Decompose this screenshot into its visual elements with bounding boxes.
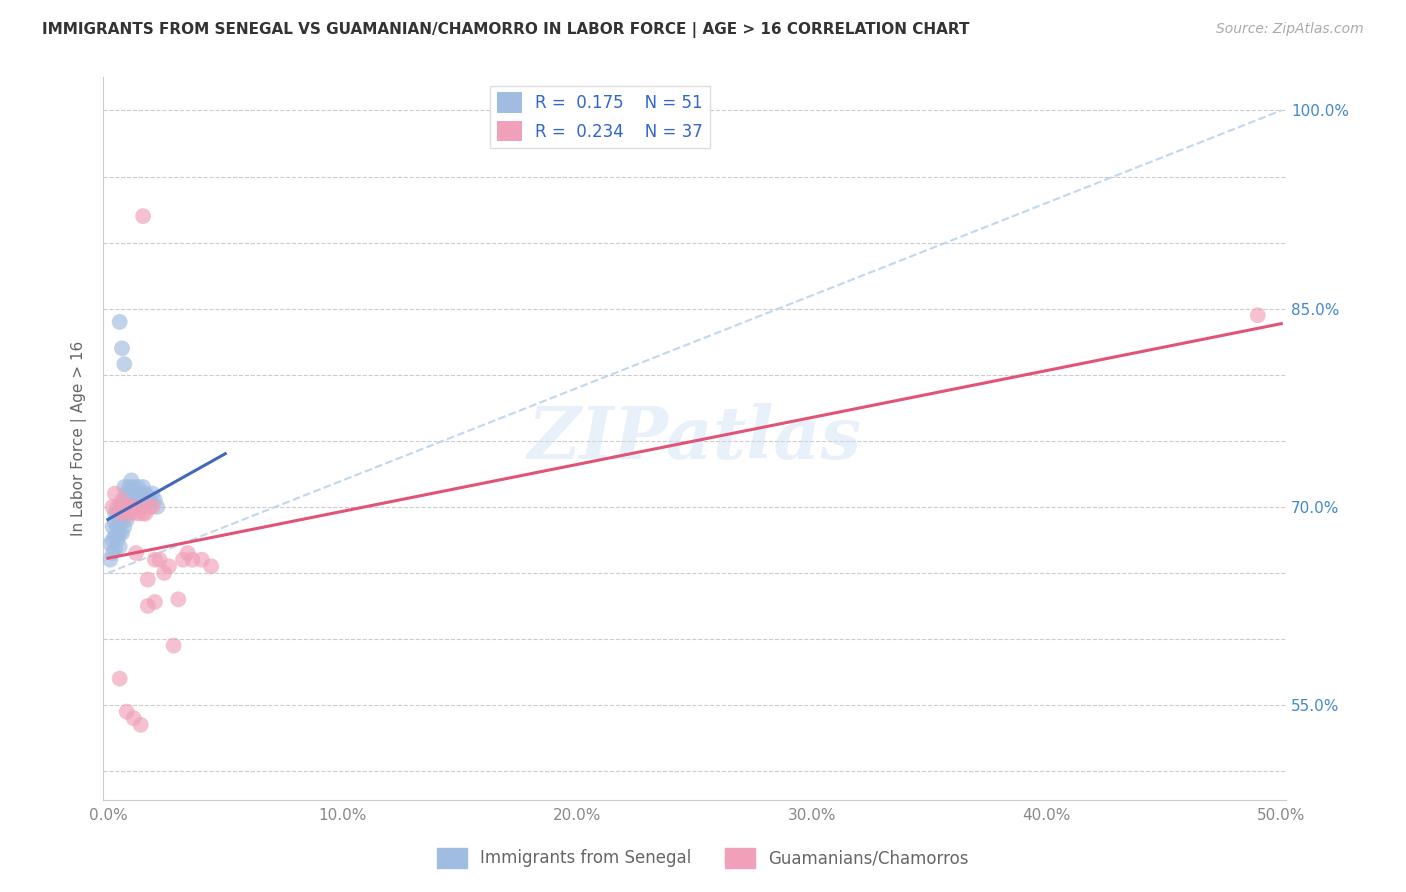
Point	[136, 599, 159, 613]
Point	[129, 486, 152, 500]
Point	[115, 500, 138, 514]
Point	[101, 533, 124, 547]
Point	[104, 486, 127, 500]
Text: ZIPatlas: ZIPatlas	[527, 403, 862, 475]
Point	[104, 529, 127, 543]
Point	[1247, 308, 1270, 322]
Point	[118, 480, 141, 494]
Point	[125, 486, 148, 500]
Point	[105, 519, 128, 533]
Point	[105, 507, 128, 521]
Point	[146, 500, 169, 514]
Point	[118, 500, 141, 514]
Point	[105, 500, 128, 514]
Point	[112, 519, 135, 533]
Point	[112, 493, 135, 508]
Text: Source: ZipAtlas.com: Source: ZipAtlas.com	[1216, 22, 1364, 37]
Point	[108, 315, 131, 329]
Point	[141, 486, 163, 500]
Point	[132, 480, 155, 494]
Point	[139, 493, 162, 508]
Point	[141, 500, 163, 514]
Point	[118, 493, 141, 508]
Point	[101, 500, 124, 514]
Point	[98, 552, 121, 566]
Point	[191, 552, 214, 566]
Point	[153, 566, 176, 580]
Point	[167, 592, 190, 607]
Y-axis label: In Labor Force | Age > 16: In Labor Force | Age > 16	[72, 341, 87, 536]
Point	[122, 711, 145, 725]
Point	[108, 526, 131, 541]
Point	[125, 546, 148, 560]
Point	[120, 500, 142, 514]
Point	[176, 546, 198, 560]
Point	[136, 489, 159, 503]
Point	[101, 546, 124, 560]
Point	[134, 507, 156, 521]
Point	[127, 507, 149, 521]
Point	[115, 507, 138, 521]
Point	[112, 507, 135, 521]
Point	[108, 507, 131, 521]
Point	[148, 552, 170, 566]
Point	[120, 814, 142, 829]
Point	[181, 552, 204, 566]
Point	[129, 718, 152, 732]
Point	[143, 595, 166, 609]
Point	[111, 526, 134, 541]
Point	[132, 493, 155, 508]
Point	[111, 493, 134, 508]
Point	[108, 672, 131, 686]
Point	[129, 500, 152, 514]
Point	[125, 500, 148, 514]
Point	[105, 533, 128, 547]
Point	[122, 480, 145, 494]
Point	[112, 500, 135, 514]
Point	[120, 507, 142, 521]
Point	[111, 500, 134, 514]
Point	[108, 500, 131, 514]
Point	[104, 542, 127, 557]
Point	[112, 480, 135, 494]
Point	[120, 486, 142, 500]
Point	[127, 493, 149, 508]
Point	[108, 540, 131, 554]
Point	[101, 519, 124, 533]
Legend: Immigrants from Senegal, Guamanians/Chamorros: Immigrants from Senegal, Guamanians/Cham…	[430, 841, 976, 875]
Point	[136, 573, 159, 587]
Point	[104, 507, 127, 521]
Point	[108, 513, 131, 527]
Point	[111, 341, 134, 355]
Point	[157, 559, 180, 574]
Text: IMMIGRANTS FROM SENEGAL VS GUAMANIAN/CHAMORRO IN LABOR FORCE | AGE > 16 CORRELAT: IMMIGRANTS FROM SENEGAL VS GUAMANIAN/CHA…	[42, 22, 970, 38]
Point	[143, 552, 166, 566]
Point	[132, 507, 155, 521]
Point	[98, 537, 121, 551]
Point	[200, 559, 222, 574]
Point	[139, 500, 162, 514]
Point	[112, 357, 135, 371]
Point	[127, 480, 149, 494]
Point	[134, 486, 156, 500]
Point	[120, 474, 142, 488]
Point	[111, 513, 134, 527]
Point	[122, 500, 145, 514]
Point	[143, 493, 166, 508]
Legend: R =  0.175    N = 51, R =  0.234    N = 37: R = 0.175 N = 51, R = 0.234 N = 37	[491, 86, 710, 148]
Point	[162, 639, 184, 653]
Point	[104, 516, 127, 530]
Point	[122, 493, 145, 508]
Point	[115, 513, 138, 527]
Point	[132, 209, 155, 223]
Point	[115, 486, 138, 500]
Point	[118, 507, 141, 521]
Point	[172, 552, 194, 566]
Point	[115, 705, 138, 719]
